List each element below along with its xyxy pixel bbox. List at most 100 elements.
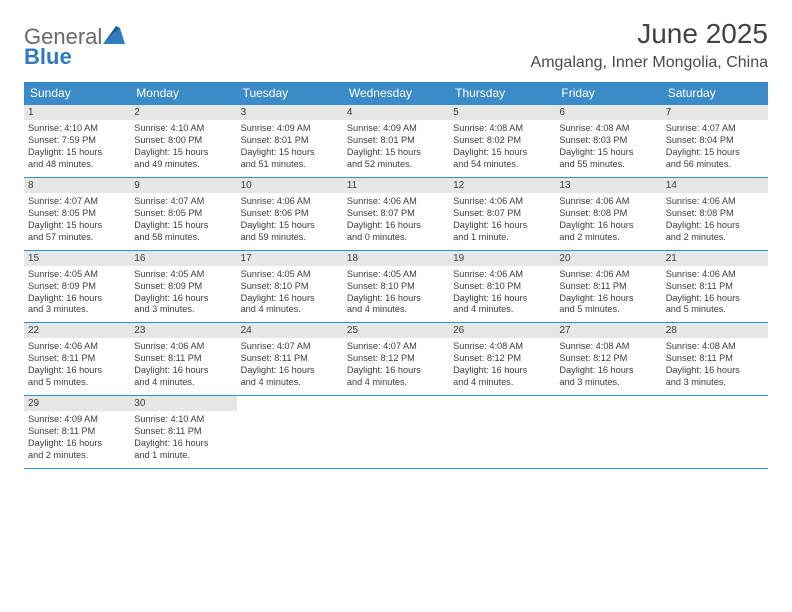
header: General Blue June 2025 Amgalang, Inner M…	[24, 18, 768, 72]
calendar-cell: 30Sunrise: 4:10 AMSunset: 8:11 PMDayligh…	[130, 396, 236, 469]
sunrise-text: Sunrise: 4:06 AM	[559, 269, 657, 281]
day-content: Sunrise: 4:09 AMSunset: 8:01 PMDaylight:…	[347, 123, 445, 171]
day-number: 28	[662, 323, 768, 338]
sunrise-text: Sunrise: 4:10 AM	[28, 123, 126, 135]
daylight-line1: Daylight: 16 hours	[559, 365, 657, 377]
day-content: Sunrise: 4:10 AMSunset: 8:00 PMDaylight:…	[134, 123, 232, 171]
daylight-line2: and 4 minutes.	[347, 304, 445, 316]
day-number: 7	[662, 105, 768, 120]
sunset-text: Sunset: 8:11 PM	[241, 353, 339, 365]
daylight-line2: and 51 minutes.	[241, 159, 339, 171]
daylight-line2: and 2 minutes.	[28, 450, 126, 462]
day-number: 6	[555, 105, 661, 120]
daylight-line2: and 3 minutes.	[134, 304, 232, 316]
calendar-row: 22Sunrise: 4:06 AMSunset: 8:11 PMDayligh…	[24, 323, 768, 396]
daylight-line1: Daylight: 15 hours	[241, 147, 339, 159]
day-number: 10	[237, 178, 343, 193]
day-number: 2	[130, 105, 236, 120]
day-content: Sunrise: 4:09 AMSunset: 8:11 PMDaylight:…	[28, 414, 126, 462]
calendar-row: 8Sunrise: 4:07 AMSunset: 8:05 PMDaylight…	[24, 177, 768, 250]
day-number: 18	[343, 251, 449, 266]
sunrise-text: Sunrise: 4:08 AM	[559, 123, 657, 135]
day-content: Sunrise: 4:07 AMSunset: 8:04 PMDaylight:…	[666, 123, 764, 171]
calendar-cell	[237, 396, 343, 469]
sunset-text: Sunset: 8:00 PM	[134, 135, 232, 147]
sunrise-text: Sunrise: 4:10 AM	[134, 123, 232, 135]
daylight-line2: and 57 minutes.	[28, 232, 126, 244]
calendar-cell	[449, 396, 555, 469]
calendar-cell: 10Sunrise: 4:06 AMSunset: 8:06 PMDayligh…	[237, 177, 343, 250]
day-content: Sunrise: 4:05 AMSunset: 8:10 PMDaylight:…	[241, 269, 339, 317]
daylight-line2: and 4 minutes.	[347, 377, 445, 389]
daylight-line2: and 3 minutes.	[28, 304, 126, 316]
calendar-cell: 2 Sunrise: 4:10 AMSunset: 8:00 PMDaylight…	[130, 105, 236, 178]
day-content: Sunrise: 4:05 AMSunset: 8:09 PMDaylight:…	[28, 269, 126, 317]
day-number: 13	[555, 178, 661, 193]
daylight-line2: and 0 minutes.	[347, 232, 445, 244]
day-number: 22	[24, 323, 130, 338]
daylight-line2: and 56 minutes.	[666, 159, 764, 171]
calendar-cell: 7 Sunrise: 4:07 AMSunset: 8:04 PMDaylight…	[662, 105, 768, 178]
sunset-text: Sunset: 8:11 PM	[28, 353, 126, 365]
calendar-cell: 22 Sunrise: 4:06 AMSunset: 8:11 PMDayligh…	[24, 323, 130, 396]
day-content: Sunrise: 4:07 AMSunset: 8:05 PMDaylight:…	[28, 196, 126, 244]
sunset-text: Sunset: 8:11 PM	[134, 353, 232, 365]
calendar-cell: 16Sunrise: 4:05 AMSunset: 8:09 PMDayligh…	[130, 250, 236, 323]
day-number: 27	[555, 323, 661, 338]
daylight-line1: Daylight: 16 hours	[347, 365, 445, 377]
calendar-cell: 18Sunrise: 4:05 AMSunset: 8:10 PMDayligh…	[343, 250, 449, 323]
sunset-text: Sunset: 8:02 PM	[453, 135, 551, 147]
daylight-line2: and 58 minutes.	[134, 232, 232, 244]
sunrise-text: Sunrise: 4:08 AM	[666, 341, 764, 353]
sunset-text: Sunset: 8:01 PM	[241, 135, 339, 147]
sunrise-text: Sunrise: 4:09 AM	[347, 123, 445, 135]
daylight-line1: Daylight: 16 hours	[134, 438, 232, 450]
day-content: Sunrise: 4:10 AMSunset: 8:11 PMDaylight:…	[134, 414, 232, 462]
daylight-line2: and 48 minutes.	[28, 159, 126, 171]
sunrise-text: Sunrise: 4:07 AM	[241, 341, 339, 353]
sunrise-text: Sunrise: 4:06 AM	[453, 196, 551, 208]
logo: General Blue	[24, 18, 125, 67]
sunrise-text: Sunrise: 4:06 AM	[666, 269, 764, 281]
calendar-cell: 28Sunrise: 4:08 AMSunset: 8:11 PMDayligh…	[662, 323, 768, 396]
daylight-line1: Daylight: 16 hours	[559, 293, 657, 305]
daylight-line1: Daylight: 16 hours	[453, 293, 551, 305]
calendar-cell: 27Sunrise: 4:08 AMSunset: 8:12 PMDayligh…	[555, 323, 661, 396]
day-number: 19	[449, 251, 555, 266]
sunrise-text: Sunrise: 4:05 AM	[241, 269, 339, 281]
daylight-line1: Daylight: 16 hours	[28, 365, 126, 377]
sunset-text: Sunset: 8:07 PM	[453, 208, 551, 220]
dayhead-tue: Tuesday	[237, 82, 343, 105]
daylight-line2: and 3 minutes.	[559, 377, 657, 389]
calendar-cell: 12Sunrise: 4:06 AMSunset: 8:07 PMDayligh…	[449, 177, 555, 250]
calendar-cell: 19Sunrise: 4:06 AMSunset: 8:10 PMDayligh…	[449, 250, 555, 323]
calendar-cell: 6 Sunrise: 4:08 AMSunset: 8:03 PMDaylight…	[555, 105, 661, 178]
day-content: Sunrise: 4:06 AMSunset: 8:11 PMDaylight:…	[559, 269, 657, 317]
daylight-line1: Daylight: 16 hours	[559, 220, 657, 232]
sunrise-text: Sunrise: 4:06 AM	[28, 341, 126, 353]
daylight-line2: and 2 minutes.	[666, 232, 764, 244]
day-number: 5	[449, 105, 555, 120]
daylight-line1: Daylight: 15 hours	[134, 147, 232, 159]
sunrise-text: Sunrise: 4:05 AM	[347, 269, 445, 281]
daylight-line2: and 1 minute.	[134, 450, 232, 462]
day-content: Sunrise: 4:10 AMSunset: 7:59 PMDaylight:…	[28, 123, 126, 171]
daylight-line1: Daylight: 15 hours	[559, 147, 657, 159]
sunset-text: Sunset: 8:03 PM	[559, 135, 657, 147]
sunrise-text: Sunrise: 4:06 AM	[347, 196, 445, 208]
sunrise-text: Sunrise: 4:05 AM	[28, 269, 126, 281]
calendar-cell	[343, 396, 449, 469]
dayhead-thu: Thursday	[449, 82, 555, 105]
day-number: 11	[343, 178, 449, 193]
calendar-cell: 23Sunrise: 4:06 AMSunset: 8:11 PMDayligh…	[130, 323, 236, 396]
sunset-text: Sunset: 8:05 PM	[28, 208, 126, 220]
sunset-text: Sunset: 8:07 PM	[347, 208, 445, 220]
sunrise-text: Sunrise: 4:08 AM	[453, 341, 551, 353]
calendar-cell: 29Sunrise: 4:09 AMSunset: 8:11 PMDayligh…	[24, 396, 130, 469]
day-content: Sunrise: 4:07 AMSunset: 8:12 PMDaylight:…	[347, 341, 445, 389]
day-number: 20	[555, 251, 661, 266]
daylight-line2: and 2 minutes.	[559, 232, 657, 244]
sunset-text: Sunset: 8:05 PM	[134, 208, 232, 220]
daylight-line2: and 1 minute.	[453, 232, 551, 244]
sunrise-text: Sunrise: 4:10 AM	[134, 414, 232, 426]
